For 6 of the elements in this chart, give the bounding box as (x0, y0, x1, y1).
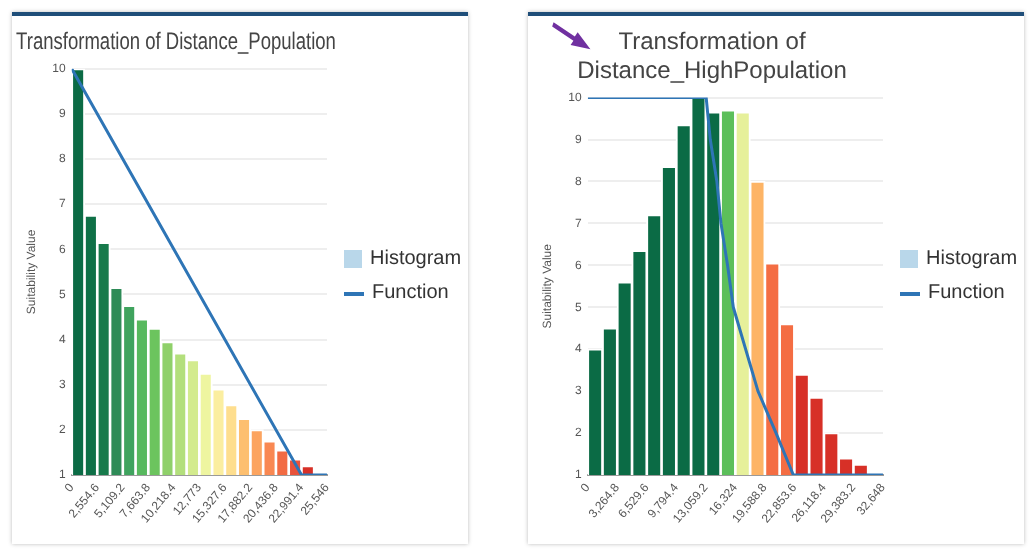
legend-label: Function (928, 282, 1005, 304)
chart-title: Transformation of Distance_Population (16, 28, 336, 56)
text: Histogram (370, 248, 462, 270)
text: Histogram (926, 248, 1018, 270)
legend-label: Function (372, 282, 449, 304)
chart-title: Transformation of Distance_HighPopulation (577, 27, 847, 84)
